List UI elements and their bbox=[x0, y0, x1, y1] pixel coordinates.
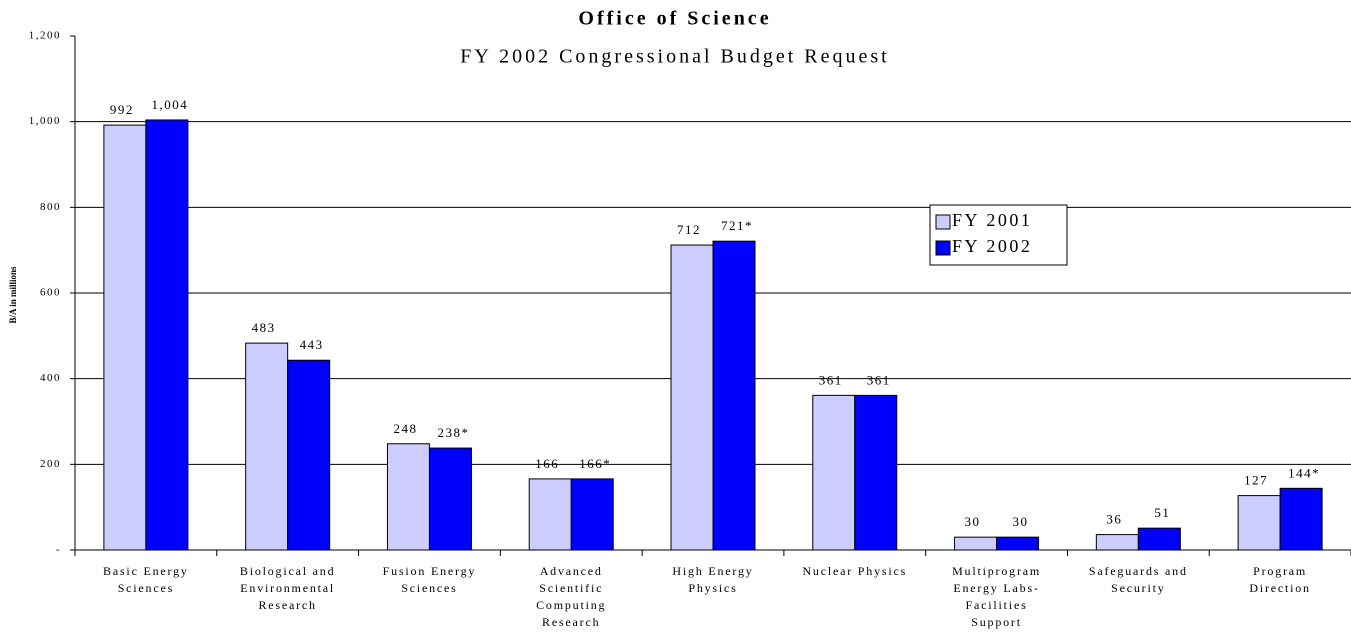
value-label: 51 bbox=[1154, 505, 1170, 520]
x-tick-label: Physics bbox=[688, 581, 737, 595]
chart-title: Office of Science bbox=[578, 8, 771, 30]
x-tick-label: Program bbox=[1253, 564, 1307, 578]
value-label: 166 bbox=[535, 456, 559, 471]
bar bbox=[812, 394, 856, 551]
legend-box bbox=[929, 204, 1068, 266]
value-label: 36 bbox=[1106, 512, 1122, 527]
value-label: 712 bbox=[677, 222, 701, 237]
x-tick-label: Sciences bbox=[118, 581, 174, 595]
bar bbox=[428, 447, 472, 551]
x-tick-label: Environmental bbox=[240, 581, 335, 595]
x-tick-label: High Energy bbox=[672, 564, 753, 578]
x-tick-label: Scientific bbox=[539, 581, 603, 595]
bar bbox=[670, 244, 714, 551]
y-tick-label: 800 bbox=[40, 201, 61, 213]
x-tick-label: Direction bbox=[1249, 581, 1311, 595]
x-tick-label: Security bbox=[1111, 581, 1165, 595]
bar bbox=[1095, 534, 1139, 551]
x-tick-label: Research bbox=[258, 598, 316, 612]
x-tick-label: Advanced bbox=[540, 564, 603, 578]
x-tick-label: Basic Energy bbox=[103, 564, 189, 578]
bar bbox=[528, 478, 572, 551]
chart-subtitle: FY 2002 Congressional Budget Request bbox=[460, 46, 889, 68]
value-label: 238* bbox=[437, 425, 469, 440]
bar bbox=[145, 119, 189, 551]
value-label: 248 bbox=[393, 421, 417, 436]
bar bbox=[1137, 527, 1181, 551]
value-label: 361 bbox=[867, 372, 891, 387]
value-label: 30 bbox=[1013, 514, 1029, 529]
bar bbox=[103, 124, 147, 551]
x-tick-label: Fusion Energy bbox=[383, 564, 477, 578]
value-label: 992 bbox=[110, 102, 134, 117]
bar bbox=[386, 443, 430, 551]
value-label: 30 bbox=[965, 514, 981, 529]
x-tick-label: Biological and bbox=[240, 564, 336, 578]
value-label: 144* bbox=[1288, 465, 1320, 480]
bar bbox=[245, 342, 289, 551]
bar bbox=[287, 359, 331, 551]
legend-label: FY 2001 bbox=[952, 210, 1032, 230]
value-label: 166* bbox=[579, 456, 611, 471]
y-tick-label: 600 bbox=[40, 287, 61, 299]
x-tick-label: Research bbox=[542, 615, 600, 629]
legend-swatch bbox=[935, 214, 951, 230]
x-tick-label: Nuclear Physics bbox=[802, 564, 907, 578]
bar bbox=[1237, 495, 1281, 551]
y-tick-label: 1,200 bbox=[29, 30, 61, 42]
legend-swatch bbox=[935, 240, 951, 256]
value-label: 127 bbox=[1244, 473, 1268, 488]
x-tick-label: Sciences bbox=[401, 581, 457, 595]
bar bbox=[570, 478, 614, 551]
bar bbox=[996, 536, 1040, 551]
bar bbox=[854, 394, 898, 551]
y-tick-label: 200 bbox=[40, 458, 61, 470]
y-axis-label: B/A in millions bbox=[8, 266, 18, 324]
value-label: 1,004 bbox=[152, 97, 189, 112]
value-label: 483 bbox=[252, 320, 276, 335]
x-tick-label: Energy Labs- bbox=[953, 581, 1039, 595]
y-tick-label: - bbox=[56, 544, 61, 556]
x-tick-label: Multiprogram bbox=[952, 564, 1041, 578]
value-label: 721* bbox=[721, 218, 753, 233]
x-tick-label: Safeguards and bbox=[1089, 564, 1188, 578]
bar bbox=[954, 536, 998, 551]
value-label: 361 bbox=[819, 372, 843, 387]
legend-label: FY 2002 bbox=[952, 236, 1032, 256]
bar bbox=[712, 240, 756, 551]
x-tick-label: Computing bbox=[536, 598, 606, 612]
x-tick-label: Facilities bbox=[966, 598, 1028, 612]
y-tick-label: 400 bbox=[40, 372, 61, 384]
bar bbox=[1279, 487, 1323, 551]
x-tick-label: Support bbox=[971, 615, 1022, 629]
value-label: 443 bbox=[300, 337, 324, 352]
y-tick-label: 1,000 bbox=[29, 115, 61, 127]
